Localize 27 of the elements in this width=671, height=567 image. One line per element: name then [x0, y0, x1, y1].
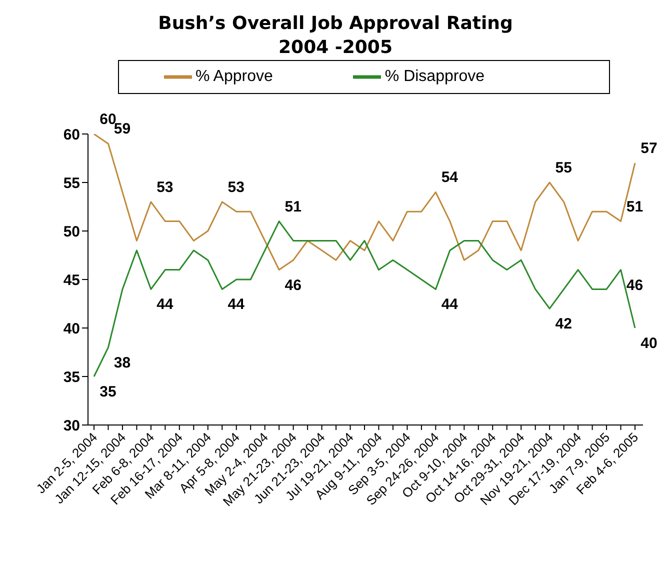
data-label: 51 — [626, 198, 644, 216]
legend-label: % Approve — [196, 68, 273, 86]
legend-label: % Disapprove — [384, 68, 484, 86]
y-tick-label: 60 — [63, 126, 80, 144]
y-tick-label: 55 — [63, 174, 80, 192]
data-label: 46 — [626, 276, 644, 294]
data-label: 54 — [441, 169, 459, 186]
data-label: 53 — [156, 178, 174, 196]
y-tick-label: 40 — [63, 320, 80, 338]
data-label: 53 — [228, 178, 244, 196]
chart-title: Bush’s Overall Job Approval Rating — [157, 12, 514, 36]
data-label: 46 — [284, 276, 302, 294]
y-tick-label: 45 — [63, 272, 80, 289]
data-label: 55 — [555, 160, 572, 176]
data-label: 44 — [441, 296, 459, 314]
data-label: 38 — [114, 354, 131, 372]
data-label: 44 — [228, 296, 246, 314]
y-tick-label: 50 — [63, 223, 80, 240]
data-label: 57 — [640, 140, 658, 158]
chart-subtitle: 2004 -2005 — [278, 36, 394, 60]
data-label: 35 — [100, 384, 116, 400]
y-tick-label: 35 — [63, 368, 80, 386]
y-tick-label: 30 — [63, 417, 80, 434]
data-label: 42 — [555, 316, 572, 333]
data-label: 51 — [284, 198, 302, 216]
data-label: 40 — [640, 335, 658, 352]
data-label: 44 — [156, 296, 174, 314]
